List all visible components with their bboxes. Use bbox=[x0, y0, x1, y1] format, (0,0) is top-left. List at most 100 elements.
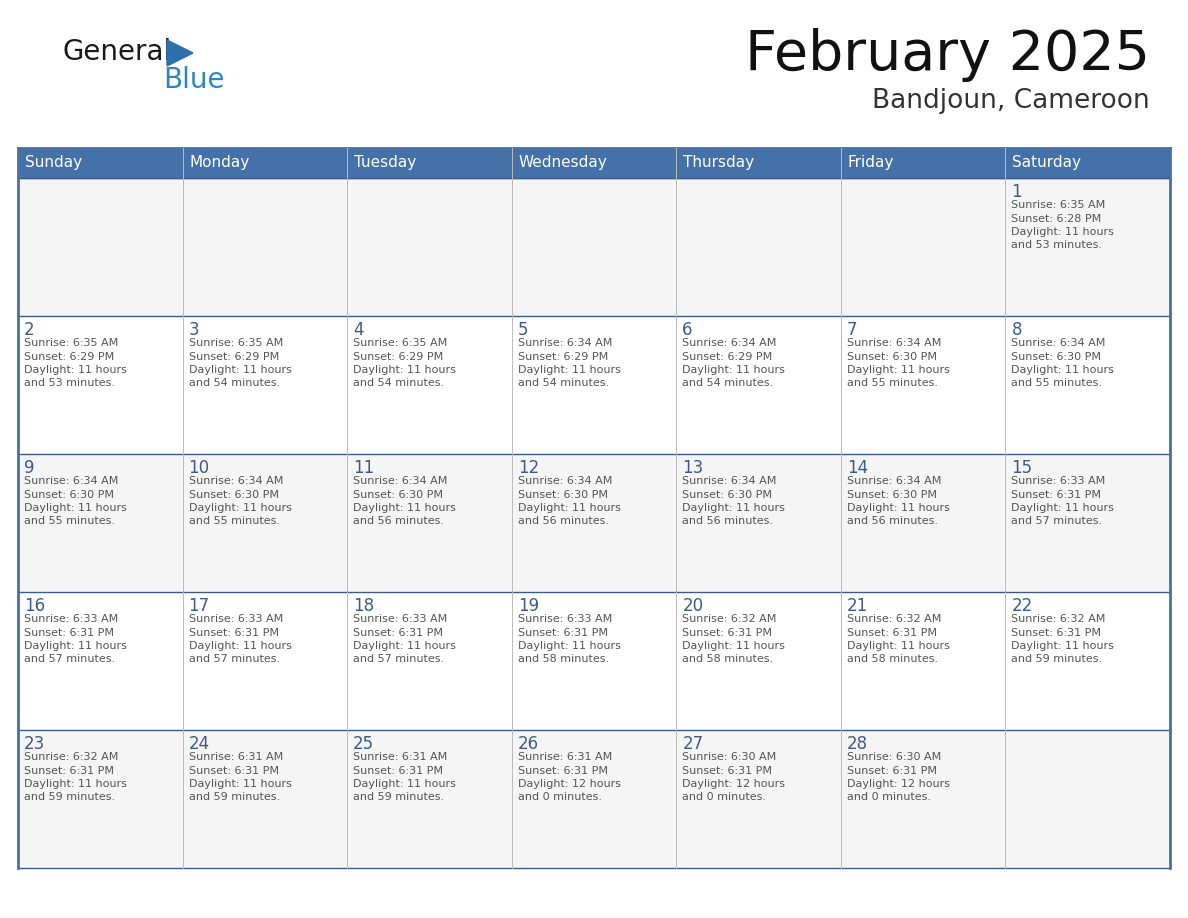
Text: Daylight: 11 hours: Daylight: 11 hours bbox=[1011, 503, 1114, 513]
Text: 2: 2 bbox=[24, 321, 34, 339]
Text: Sunset: 6:30 PM: Sunset: 6:30 PM bbox=[847, 489, 937, 499]
Text: Sunset: 6:30 PM: Sunset: 6:30 PM bbox=[518, 489, 608, 499]
Text: and 57 minutes.: and 57 minutes. bbox=[189, 655, 279, 665]
Text: Daylight: 11 hours: Daylight: 11 hours bbox=[1011, 227, 1114, 237]
Text: and 0 minutes.: and 0 minutes. bbox=[518, 792, 601, 802]
Text: Sunset: 6:30 PM: Sunset: 6:30 PM bbox=[24, 489, 114, 499]
Text: Sunrise: 6:33 AM: Sunrise: 6:33 AM bbox=[24, 614, 119, 624]
Text: 17: 17 bbox=[189, 597, 210, 615]
Text: General: General bbox=[62, 38, 171, 66]
Bar bbox=[183, 148, 347, 178]
Text: Wednesday: Wednesday bbox=[519, 155, 607, 171]
Text: and 54 minutes.: and 54 minutes. bbox=[353, 378, 444, 388]
Text: Sunrise: 6:33 AM: Sunrise: 6:33 AM bbox=[189, 614, 283, 624]
Text: Sunrise: 6:31 AM: Sunrise: 6:31 AM bbox=[189, 752, 283, 762]
Text: and 57 minutes.: and 57 minutes. bbox=[353, 655, 444, 665]
Text: 3: 3 bbox=[189, 321, 200, 339]
Text: Sunrise: 6:34 AM: Sunrise: 6:34 AM bbox=[682, 338, 777, 348]
Text: Blue: Blue bbox=[163, 66, 225, 94]
Text: Daylight: 11 hours: Daylight: 11 hours bbox=[847, 503, 949, 513]
Text: 19: 19 bbox=[518, 597, 539, 615]
Text: and 55 minutes.: and 55 minutes. bbox=[1011, 378, 1102, 388]
Text: Friday: Friday bbox=[848, 155, 895, 171]
Text: Daylight: 11 hours: Daylight: 11 hours bbox=[24, 641, 127, 651]
Text: Daylight: 11 hours: Daylight: 11 hours bbox=[682, 503, 785, 513]
Text: Sunrise: 6:32 AM: Sunrise: 6:32 AM bbox=[682, 614, 777, 624]
Text: 1: 1 bbox=[1011, 183, 1022, 201]
Text: and 54 minutes.: and 54 minutes. bbox=[189, 378, 279, 388]
Bar bbox=[18, 148, 183, 178]
Text: Daylight: 11 hours: Daylight: 11 hours bbox=[353, 641, 456, 651]
Text: Sunset: 6:31 PM: Sunset: 6:31 PM bbox=[1011, 628, 1101, 637]
Text: Sunset: 6:30 PM: Sunset: 6:30 PM bbox=[1011, 352, 1101, 362]
Text: Sunrise: 6:32 AM: Sunrise: 6:32 AM bbox=[24, 752, 119, 762]
Text: Sunset: 6:31 PM: Sunset: 6:31 PM bbox=[24, 628, 114, 637]
Bar bbox=[676, 148, 841, 178]
Bar bbox=[18, 316, 1170, 454]
Text: Daylight: 11 hours: Daylight: 11 hours bbox=[189, 779, 291, 789]
Text: Sunrise: 6:34 AM: Sunrise: 6:34 AM bbox=[847, 476, 941, 486]
Text: 12: 12 bbox=[518, 459, 539, 477]
Text: Bandjoun, Cameroon: Bandjoun, Cameroon bbox=[872, 88, 1150, 114]
Text: Daylight: 11 hours: Daylight: 11 hours bbox=[847, 641, 949, 651]
Text: Sunrise: 6:34 AM: Sunrise: 6:34 AM bbox=[518, 476, 612, 486]
Text: Daylight: 11 hours: Daylight: 11 hours bbox=[518, 641, 620, 651]
Bar bbox=[347, 148, 512, 178]
Text: 27: 27 bbox=[682, 735, 703, 753]
Text: Sunrise: 6:34 AM: Sunrise: 6:34 AM bbox=[189, 476, 283, 486]
Text: and 0 minutes.: and 0 minutes. bbox=[847, 792, 931, 802]
Bar bbox=[512, 148, 676, 178]
Bar bbox=[18, 592, 1170, 730]
Text: Sunset: 6:31 PM: Sunset: 6:31 PM bbox=[1011, 489, 1101, 499]
Text: Sunrise: 6:35 AM: Sunrise: 6:35 AM bbox=[24, 338, 119, 348]
Text: Sunrise: 6:33 AM: Sunrise: 6:33 AM bbox=[353, 614, 448, 624]
Text: and 59 minutes.: and 59 minutes. bbox=[24, 792, 115, 802]
Text: Daylight: 11 hours: Daylight: 11 hours bbox=[1011, 365, 1114, 375]
Polygon shape bbox=[168, 40, 192, 66]
Text: 10: 10 bbox=[189, 459, 210, 477]
Text: and 0 minutes.: and 0 minutes. bbox=[682, 792, 766, 802]
Text: Daylight: 11 hours: Daylight: 11 hours bbox=[353, 365, 456, 375]
Text: Daylight: 11 hours: Daylight: 11 hours bbox=[353, 503, 456, 513]
Text: 15: 15 bbox=[1011, 459, 1032, 477]
Text: Sunrise: 6:31 AM: Sunrise: 6:31 AM bbox=[518, 752, 612, 762]
Text: Sunrise: 6:34 AM: Sunrise: 6:34 AM bbox=[847, 338, 941, 348]
Text: and 58 minutes.: and 58 minutes. bbox=[847, 655, 939, 665]
Text: Sunset: 6:31 PM: Sunset: 6:31 PM bbox=[847, 766, 937, 776]
Text: and 54 minutes.: and 54 minutes. bbox=[518, 378, 608, 388]
Text: Daylight: 11 hours: Daylight: 11 hours bbox=[189, 503, 291, 513]
Text: Daylight: 11 hours: Daylight: 11 hours bbox=[1011, 641, 1114, 651]
Text: Sunset: 6:29 PM: Sunset: 6:29 PM bbox=[189, 352, 279, 362]
Text: and 57 minutes.: and 57 minutes. bbox=[1011, 517, 1102, 527]
Text: and 54 minutes.: and 54 minutes. bbox=[682, 378, 773, 388]
Text: Sunrise: 6:33 AM: Sunrise: 6:33 AM bbox=[518, 614, 612, 624]
Text: 24: 24 bbox=[189, 735, 210, 753]
Text: Daylight: 11 hours: Daylight: 11 hours bbox=[189, 641, 291, 651]
Text: Daylight: 12 hours: Daylight: 12 hours bbox=[847, 779, 950, 789]
Text: 16: 16 bbox=[24, 597, 45, 615]
Text: and 56 minutes.: and 56 minutes. bbox=[682, 517, 773, 527]
Text: Daylight: 11 hours: Daylight: 11 hours bbox=[518, 365, 620, 375]
Text: February 2025: February 2025 bbox=[745, 28, 1150, 82]
Text: Daylight: 11 hours: Daylight: 11 hours bbox=[353, 779, 456, 789]
Text: and 55 minutes.: and 55 minutes. bbox=[847, 378, 937, 388]
Text: 11: 11 bbox=[353, 459, 374, 477]
Text: 4: 4 bbox=[353, 321, 364, 339]
Text: Sunrise: 6:35 AM: Sunrise: 6:35 AM bbox=[1011, 200, 1106, 210]
Text: 5: 5 bbox=[518, 321, 529, 339]
Bar bbox=[18, 454, 1170, 592]
Text: Sunrise: 6:31 AM: Sunrise: 6:31 AM bbox=[353, 752, 448, 762]
Text: and 56 minutes.: and 56 minutes. bbox=[847, 517, 937, 527]
Text: Sunset: 6:28 PM: Sunset: 6:28 PM bbox=[1011, 214, 1101, 223]
Text: Tuesday: Tuesday bbox=[354, 155, 416, 171]
Text: Sunset: 6:31 PM: Sunset: 6:31 PM bbox=[518, 628, 608, 637]
Text: Monday: Monday bbox=[190, 155, 249, 171]
Text: 25: 25 bbox=[353, 735, 374, 753]
Text: Sunset: 6:31 PM: Sunset: 6:31 PM bbox=[682, 628, 772, 637]
Text: Sunset: 6:29 PM: Sunset: 6:29 PM bbox=[24, 352, 114, 362]
Text: Daylight: 11 hours: Daylight: 11 hours bbox=[189, 365, 291, 375]
Text: 22: 22 bbox=[1011, 597, 1032, 615]
Bar bbox=[1005, 148, 1170, 178]
Text: Sunrise: 6:30 AM: Sunrise: 6:30 AM bbox=[682, 752, 777, 762]
Text: and 56 minutes.: and 56 minutes. bbox=[518, 517, 608, 527]
